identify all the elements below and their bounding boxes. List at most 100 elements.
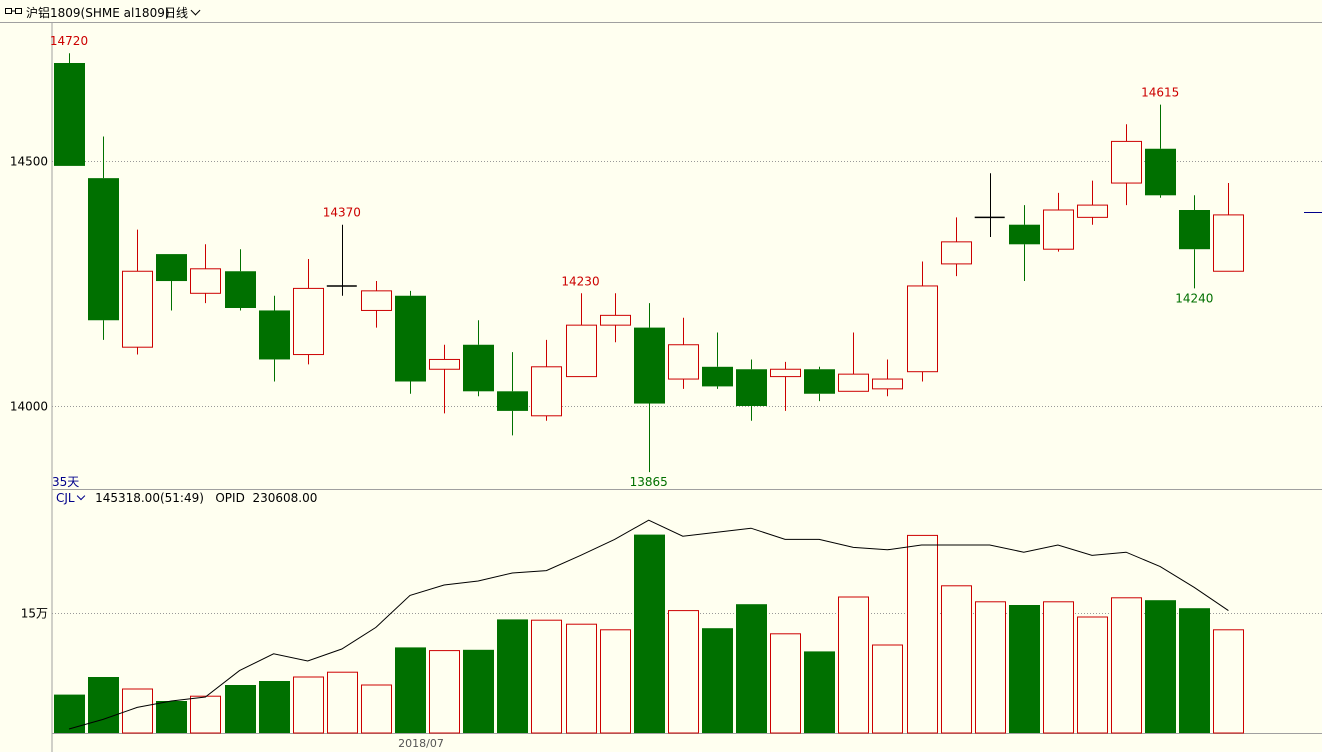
candle-body [634, 327, 665, 404]
candle [804, 366, 835, 402]
volume-bar [225, 685, 256, 733]
volume-bar [975, 601, 1006, 734]
candle-body [1077, 204, 1108, 218]
candle [736, 359, 767, 421]
candle [702, 332, 733, 389]
price-tick-label: 14500 [10, 155, 48, 169]
price-annotations: 14720 14370 14230 13865 14615 14240 [50, 34, 1213, 489]
volume-bar [1213, 629, 1244, 734]
volume-bar [941, 585, 972, 734]
candle [1179, 195, 1210, 289]
days-label: 35天 [52, 475, 80, 489]
candle [1145, 104, 1176, 198]
opid-label: OPID [215, 491, 245, 505]
volume-bar [190, 695, 221, 734]
candle [1043, 192, 1074, 252]
volume-bar [122, 688, 153, 734]
high-price-label: 14370 [323, 206, 361, 220]
volume-bars [54, 534, 1244, 734]
y-axis-labels: 14000 14500 15万 [10, 155, 48, 621]
candle [259, 295, 290, 382]
volume-bar [736, 604, 767, 733]
period-selector[interactable]: 日线 [164, 4, 201, 21]
candle [88, 136, 119, 340]
volume-bar [1111, 597, 1142, 734]
volume-bar [907, 534, 938, 734]
candle [122, 229, 153, 355]
volume-bar [293, 676, 324, 734]
candle [634, 303, 665, 473]
volume-bar [1043, 601, 1074, 734]
candle-body [702, 366, 733, 387]
candle [497, 352, 528, 436]
candle [54, 53, 85, 166]
volume-bar [497, 619, 528, 733]
candle-body [497, 391, 528, 411]
candle [1213, 183, 1244, 272]
volume-bar [361, 684, 392, 734]
candle [326, 224, 357, 296]
candle-body [259, 310, 290, 360]
candle [1077, 180, 1108, 225]
candle [600, 293, 631, 343]
chevron-down-icon [76, 491, 85, 501]
candle-body [1111, 140, 1142, 184]
candle-body [293, 287, 324, 356]
candle-body [429, 358, 460, 370]
link-icon[interactable] [5, 7, 22, 15]
volume-bar [702, 628, 733, 733]
candle [190, 244, 221, 304]
candle-body [907, 285, 938, 373]
volume-bar [1145, 600, 1176, 733]
candle [293, 259, 324, 365]
volume-bar [395, 647, 426, 733]
candles [54, 53, 1244, 473]
candle-body [941, 241, 972, 265]
candle-body [1179, 210, 1210, 250]
volume-bar [463, 649, 494, 733]
candle-body [225, 271, 256, 308]
indicator-selector[interactable]: CJL [56, 491, 85, 505]
high-price-label: 14230 [561, 274, 599, 288]
period-label: 日线 [164, 6, 189, 20]
volume-bar [156, 701, 187, 733]
candle [1111, 124, 1142, 206]
volume-bar [634, 534, 665, 733]
volume-bar [327, 671, 358, 734]
chart-grid [52, 161, 1322, 614]
x-tick-label: 2018/07 [398, 737, 444, 750]
candle-body [122, 270, 153, 348]
candle [872, 359, 903, 397]
candle [974, 173, 1005, 237]
volume-bar [259, 681, 290, 733]
volume-bar [1077, 616, 1108, 734]
volume-bar [668, 610, 699, 734]
chart-frame [51, 22, 1322, 752]
candle-body [770, 368, 801, 378]
candle-body [872, 378, 903, 390]
volume-panel-header: CJL 145318.00(51:49) OPID 230608.00 [56, 491, 317, 505]
volume-bar [872, 644, 903, 734]
candle [463, 320, 494, 397]
candle-body [1145, 148, 1176, 196]
candle [770, 361, 801, 411]
candle [361, 281, 392, 328]
low-price-label: 14240 [1175, 291, 1213, 305]
candle-body [463, 344, 494, 392]
x-axis-labels: 2018/07 [398, 737, 444, 750]
volume-bar [600, 629, 631, 734]
candle [156, 254, 187, 311]
candle [395, 290, 426, 394]
opid-value: 230608.00 [252, 491, 318, 505]
candle-body [1213, 214, 1244, 272]
candle-body [531, 366, 562, 417]
candle-body [361, 290, 392, 311]
candle [941, 217, 972, 277]
candle-body [838, 373, 869, 392]
high-price-label: 14615 [1141, 86, 1179, 100]
candle-body [395, 295, 426, 382]
candle [1009, 205, 1040, 282]
volume-value: 145318.00(51:49) [95, 491, 204, 505]
volume-bar [429, 650, 460, 734]
